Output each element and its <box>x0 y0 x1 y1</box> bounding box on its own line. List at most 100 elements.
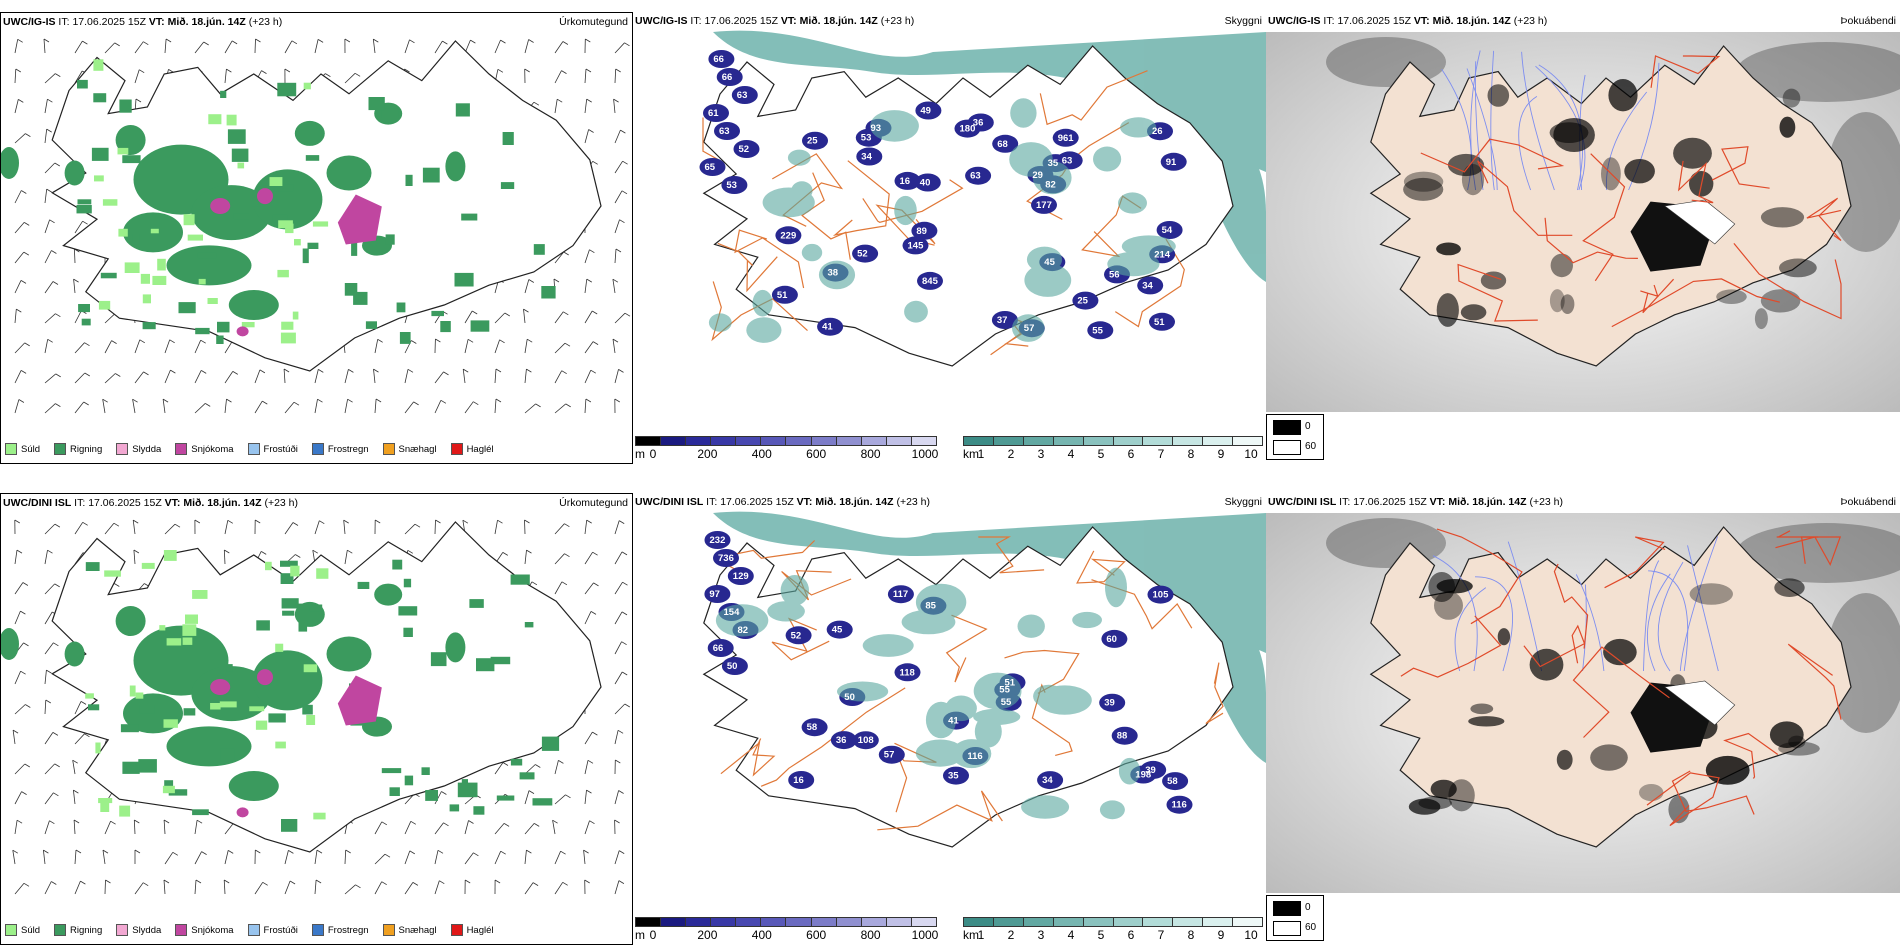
wind-barb-flag <box>468 820 474 824</box>
drizzle-cell <box>306 715 316 725</box>
fog-cell <box>1716 289 1747 305</box>
wind-barb-flag <box>46 669 52 674</box>
wind-barb-flag <box>232 371 239 375</box>
ceiling-label: 39 <box>1145 765 1156 776</box>
rain-cell <box>183 708 196 716</box>
rain-cell <box>88 704 100 711</box>
rain-cell <box>93 93 107 103</box>
legend-label: Haglél <box>466 924 494 936</box>
ceiling-label: 35 <box>948 771 959 782</box>
visibility-cell <box>780 575 809 606</box>
wind-barb <box>44 550 48 565</box>
colorbar-step <box>993 437 1024 445</box>
wind-barb <box>14 280 22 294</box>
ceiling-label: 55 <box>1092 325 1103 336</box>
rain-cell <box>473 806 485 815</box>
rain-patch <box>445 632 466 663</box>
legend-item-sudd: Súld <box>5 924 40 936</box>
wind-barb <box>554 251 565 264</box>
wind-barb <box>494 39 501 54</box>
wind-barb-flag <box>464 879 471 884</box>
wind-barb-flag <box>502 762 509 766</box>
low-cloud-blob <box>733 140 760 158</box>
rain-cell <box>132 233 140 245</box>
wind-barb <box>613 99 616 114</box>
rain-cell <box>277 82 297 97</box>
wind-barb <box>73 819 76 835</box>
wind-barb <box>14 68 17 84</box>
wind-barb <box>14 399 20 414</box>
visibility-cell <box>762 187 815 218</box>
wind-barb-flag <box>194 519 201 524</box>
ceiling-label: 154 <box>724 607 741 618</box>
river <box>1687 545 1719 672</box>
wind-barb <box>44 732 54 745</box>
legend-item-sudd: Súld <box>5 443 40 455</box>
wind-barb-flag <box>558 760 564 764</box>
rain-cell <box>302 248 309 264</box>
legend-item-frostudi: Frostúði <box>247 443 298 455</box>
visibility-cell <box>708 313 732 332</box>
wind-barb <box>44 881 52 895</box>
wind-barb <box>14 820 18 835</box>
drizzle-cell <box>208 114 222 125</box>
ceiling-label: 63 <box>737 90 748 101</box>
ceiling-label: 37 <box>997 315 1008 326</box>
visibility-cell <box>1105 567 1127 608</box>
visibility-cell <box>973 672 1022 710</box>
colorbar-tick: 200 <box>697 928 718 942</box>
wind-barb-flag <box>528 39 534 43</box>
snow-patch-langjokull <box>210 198 231 214</box>
ceiling-label: 145 <box>908 240 925 251</box>
drizzle-cell <box>285 223 294 234</box>
low-cloud-blob <box>703 104 729 122</box>
fog-label-0: 0 <box>1305 421 1311 432</box>
visibility-cell <box>1121 235 1176 257</box>
ceiling-label: 229 <box>780 230 796 241</box>
wind-barb <box>554 99 558 114</box>
ceiling-label: 214 <box>1154 249 1171 260</box>
wind-barb <box>494 520 498 535</box>
colorbar-step <box>886 437 912 445</box>
drizzle-cell <box>85 693 94 699</box>
rain-cell <box>309 604 323 612</box>
wind-barb-flag <box>617 729 624 734</box>
wind-barb <box>314 369 319 384</box>
ceiling-label: 53 <box>726 180 737 191</box>
wind-barb-flag <box>84 342 90 347</box>
precip-legend: Súld Rigning Slydda Snjókoma Frostúði Frostre… <box>5 443 494 455</box>
fog-cell <box>1461 164 1485 196</box>
rain-patch <box>64 641 85 667</box>
wind-barb-flag <box>170 369 176 374</box>
visibility-cell <box>801 243 823 262</box>
ceiling-label: 58 <box>807 722 818 733</box>
wind-barb-flag <box>23 882 30 887</box>
colorbar-tick: 8 <box>1187 447 1195 461</box>
low-cloud-blob <box>902 236 929 255</box>
wind-barb <box>44 763 55 775</box>
fog-map <box>1266 513 1900 893</box>
visibility-cell <box>1093 146 1122 172</box>
visibility-cell <box>1026 246 1063 273</box>
wind-barb-flag <box>261 70 267 74</box>
colorbar-tick: 400 <box>751 447 772 461</box>
wind-barb <box>164 852 174 865</box>
rain-cell <box>256 620 270 631</box>
wind-barb-flag <box>531 581 538 586</box>
wind-barb-flag <box>592 731 598 736</box>
legend-item-rigning: Rigning <box>54 924 102 936</box>
wind-barb <box>194 403 206 414</box>
wind-barb-flag <box>52 732 59 736</box>
drizzle-cell <box>280 332 296 344</box>
visibility-cell <box>915 739 965 767</box>
wind-barb <box>524 339 528 354</box>
legend-swatch <box>382 443 395 455</box>
colorbar-tick: 9 <box>1217 447 1225 461</box>
road <box>1723 732 1779 779</box>
wind-barb <box>583 850 586 865</box>
low-cloud-blob <box>704 585 731 603</box>
ceiling-label: 91 <box>1166 157 1177 168</box>
wind-barb <box>554 581 563 595</box>
wind-barb-flag <box>23 222 30 226</box>
colorbar-step <box>1083 437 1114 445</box>
